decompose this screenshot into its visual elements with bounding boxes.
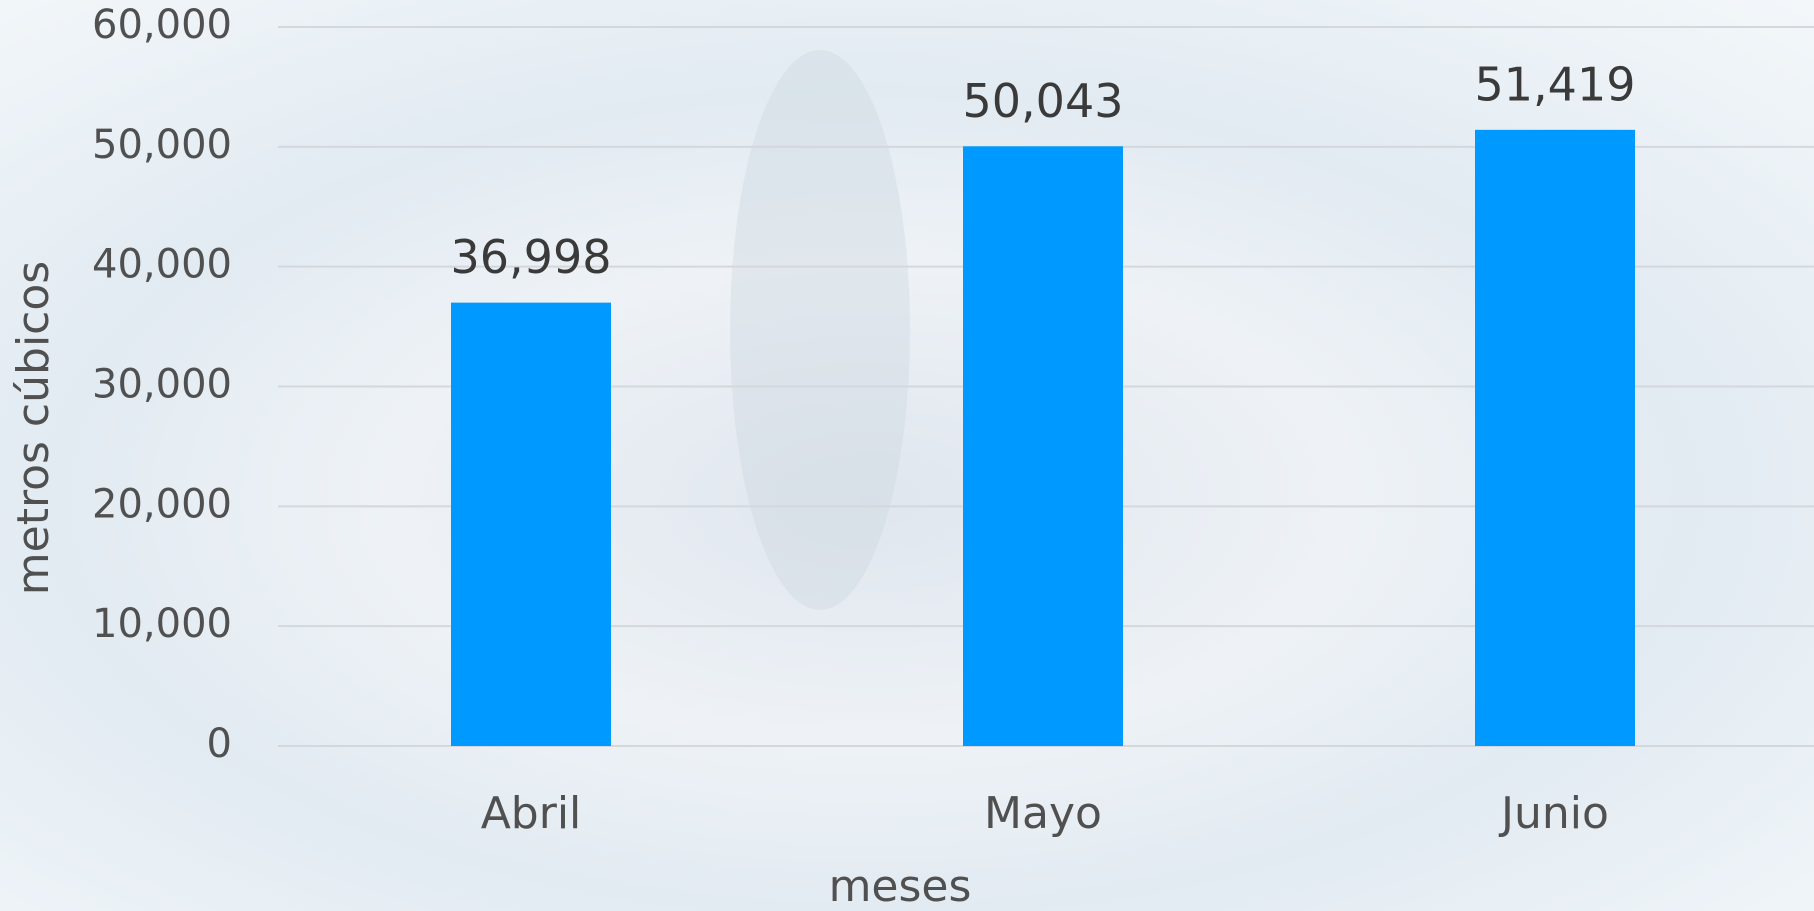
y-tick-label: 40,000 (92, 242, 232, 288)
data-label: 36,998 (451, 230, 612, 284)
y-tick-label: 20,000 (92, 481, 232, 527)
x-tick-label: Abril (481, 788, 582, 839)
bar (963, 146, 1123, 746)
water-drop (730, 50, 910, 610)
y-tick-label: 60,000 (92, 2, 232, 48)
x-tick-label: Junio (1498, 788, 1609, 839)
y-tick-label: 50,000 (92, 122, 232, 168)
data-label: 50,043 (963, 74, 1124, 128)
bar (1475, 129, 1635, 746)
data-label: 51,419 (1475, 57, 1636, 111)
bar (451, 302, 611, 746)
y-axis-label: metros cúbicos (8, 261, 59, 595)
x-axis-label: meses (829, 861, 972, 911)
y-tick-label: 10,000 (92, 601, 232, 647)
y-tick-label: 0 (207, 721, 232, 767)
x-tick-label: Mayo (984, 788, 1102, 839)
y-tick-label: 30,000 (92, 362, 232, 408)
